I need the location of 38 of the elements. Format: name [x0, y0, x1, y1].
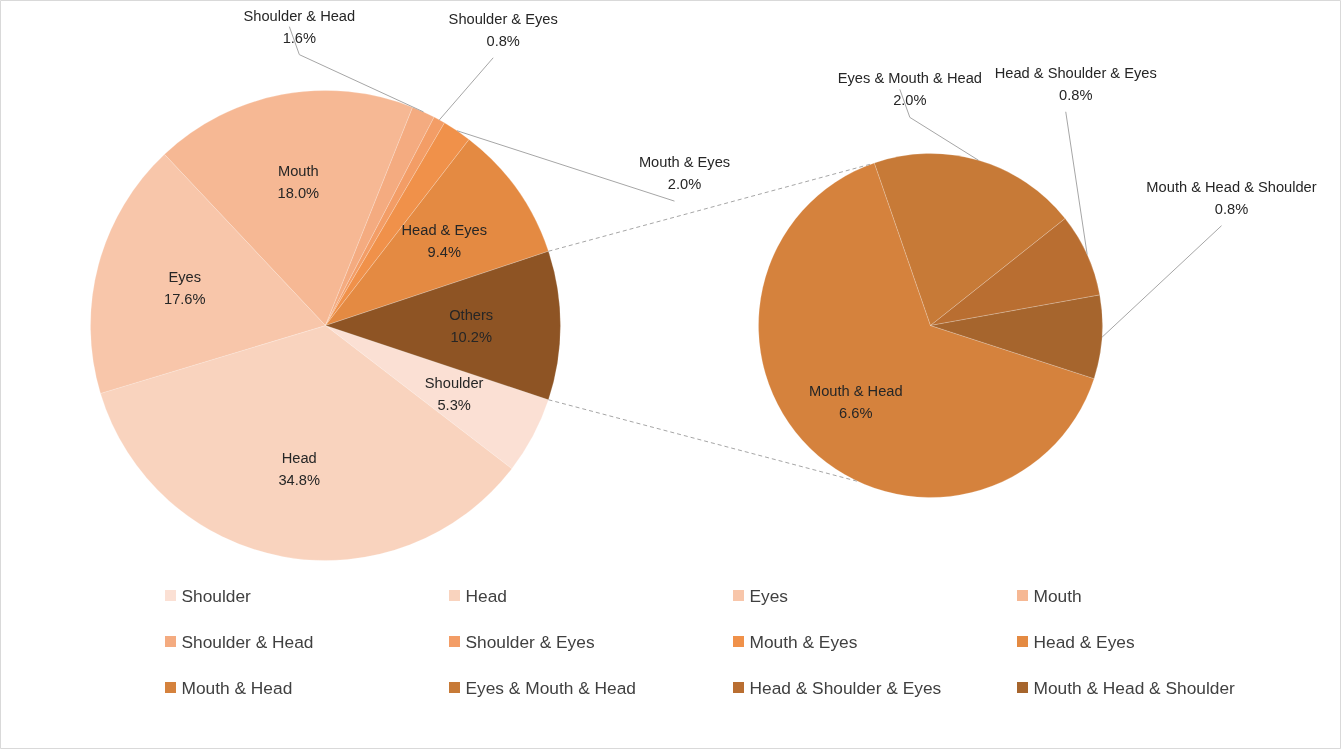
slice-label: Mouth & Head	[808, 382, 903, 399]
legend-label: Shoulder & Head	[181, 631, 314, 652]
data-label: 6.6%	[839, 404, 873, 421]
data-label: 9.4%	[427, 244, 461, 261]
legend-label: Mouth & Eyes	[749, 631, 858, 652]
slice-label: Mouth & Head & Shoulder	[1146, 178, 1317, 195]
legend-label: Head	[465, 585, 507, 606]
legend-label: Shoulder	[181, 585, 252, 606]
legend-label: Head & Shoulder & Eyes	[749, 677, 942, 698]
slice-label: Eyes	[168, 268, 202, 285]
data-label: 0.8%	[1214, 200, 1249, 217]
data-label: 34.8%	[278, 471, 321, 488]
slice-label: Shoulder	[424, 374, 484, 391]
slice-label: Head & Eyes	[401, 222, 488, 239]
slice-label: Head & Shoulder & Eyes	[994, 64, 1157, 81]
data-label: 1.6%	[282, 29, 317, 46]
slice-label: Eyes & Mouth & Head	[837, 70, 982, 87]
data-label: 2.0%	[893, 92, 927, 109]
slice-label: Mouth	[277, 163, 319, 180]
legend-label: Eyes	[749, 585, 789, 606]
slice-label: Shoulder & Head	[243, 7, 356, 24]
legend-label: Mouth & Head & Shoulder	[1033, 677, 1236, 698]
category-label: Mouth & Head	[181, 677, 293, 698]
legend-label: Shoulder & Eyes	[465, 631, 595, 652]
data-label: 2.0%	[667, 176, 702, 193]
data-label: 17.6%	[163, 290, 206, 307]
data-label: 10.2%	[450, 328, 492, 345]
data-label: 0.8%	[486, 32, 520, 49]
data-label: 0.8%	[1059, 86, 1093, 103]
slice-label: Mouth & Eyes	[638, 154, 731, 171]
data-label: 18.0%	[277, 185, 320, 202]
data-label: 5.3%	[437, 396, 471, 413]
slice-label: Others	[449, 306, 494, 323]
slice-label: Head	[281, 449, 317, 466]
slice-label: Shoulder & Eyes	[448, 10, 558, 27]
legend-label: Eyes & Mouth & Head	[465, 677, 636, 698]
legend-label: Mouth	[1033, 585, 1082, 606]
legend-label: Head & Eyes	[1033, 631, 1135, 652]
